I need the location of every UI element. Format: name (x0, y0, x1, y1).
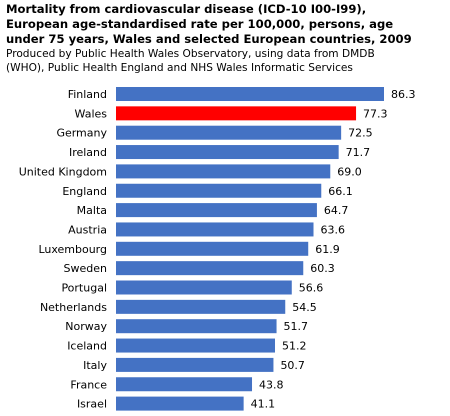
value-label-14: 50.7 (280, 359, 305, 372)
bar-0 (116, 87, 384, 101)
category-label-15: France (70, 378, 107, 391)
bar-5 (116, 183, 322, 198)
bar-3 (116, 145, 339, 160)
chart-title: Mortality from cardiovascular disease (I… (6, 2, 412, 46)
bar-16 (116, 396, 244, 411)
category-label-7: Austria (68, 223, 107, 236)
category-label-1: Wales (75, 107, 108, 120)
bar-13 (116, 338, 275, 353)
category-label-10: Portugal (61, 282, 107, 295)
value-label-4: 69.0 (337, 165, 362, 178)
bar-6 (116, 203, 317, 218)
value-label-2: 72.5 (348, 127, 373, 140)
bar-15 (116, 377, 253, 392)
bar-14 (116, 357, 274, 372)
bar-7 (116, 222, 314, 237)
category-label-4: United Kingdom (19, 165, 107, 178)
value-label-5: 66.1 (328, 185, 353, 198)
category-label-3: Ireland (69, 146, 107, 159)
value-label-6: 64.7 (324, 204, 349, 217)
value-label-15: 43.8 (259, 378, 284, 391)
chart-subtitle: Produced by Public Health Wales Observat… (6, 48, 375, 74)
category-label-12: Norway (65, 320, 107, 333)
bar-10 (116, 280, 292, 295)
category-label-13: Iceland (67, 340, 107, 353)
bar-11 (116, 299, 286, 314)
value-label-11: 54.5 (292, 301, 317, 314)
category-label-5: England (62, 185, 107, 198)
category-label-9: Sweden (64, 262, 107, 275)
bar-2 (116, 125, 342, 140)
value-label-13: 51.2 (282, 340, 307, 353)
value-label-3: 71.7 (346, 146, 371, 159)
value-label-16: 41.1 (251, 398, 276, 411)
value-label-12: 51.7 (284, 320, 309, 333)
value-label-8: 61.9 (315, 243, 340, 256)
bar-8 (116, 241, 309, 256)
category-label-16: Israel (77, 398, 107, 411)
value-label-7: 63.6 (321, 223, 346, 236)
value-label-1: 77.3 (363, 107, 388, 120)
value-label-10: 56.6 (299, 282, 324, 295)
category-label-14: Italy (83, 359, 107, 372)
category-label-0: Finland (68, 88, 107, 101)
bar-9 (116, 261, 304, 276)
category-label-8: Luxembourg (38, 243, 107, 256)
bar-12 (116, 319, 277, 334)
bar-1 (116, 106, 357, 121)
bar-4 (116, 164, 331, 179)
category-label-2: Germany (56, 127, 107, 140)
bar-chart: Finland 86.3 Wales 77.3 Germany 72.5 Ireland 71… (19, 87, 416, 411)
value-label-9: 60.3 (310, 262, 335, 275)
category-label-6: Malta (77, 204, 107, 217)
title-block: Mortality from cardiovascular disease (I… (6, 2, 446, 75)
value-label-0: 86.3 (391, 88, 416, 101)
category-label-11: Netherlands (40, 301, 107, 314)
